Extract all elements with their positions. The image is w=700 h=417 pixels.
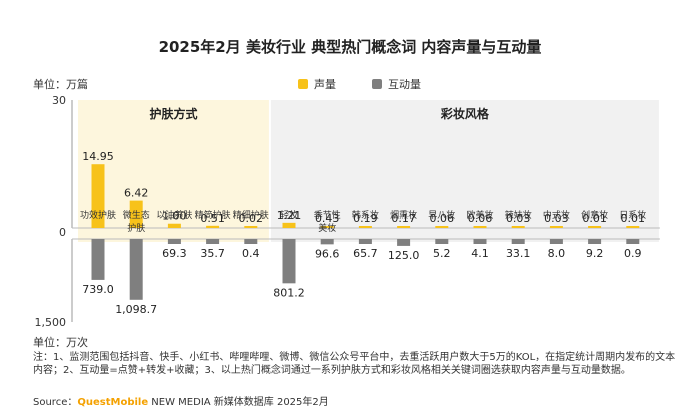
interaction-data-label: 69.3 [162,247,187,260]
interaction-data-label: 33.1 [506,247,531,260]
interaction-data-label: 739.0 [82,283,114,296]
interaction-data-label: 1,098.7 [115,303,157,316]
category-label: 欧美妆 [466,209,493,221]
volume-bar [129,200,143,228]
legend-item-interaction: 互动量 [372,76,421,92]
interaction-data-label: 35.7 [200,247,225,260]
volume-bar [626,226,640,228]
interaction-data-label: 96.6 [315,247,340,260]
volume-bar [320,226,334,228]
group-label: 护肤方式 [149,106,197,121]
interaction-bar [588,239,602,244]
category-label: 轻妆 [280,209,298,221]
legend-label-interaction: 互动量 [388,78,421,91]
volume-data-label: 0.01 [582,212,607,225]
legend-swatch-interaction [372,79,382,89]
volume-data-label: 0.03 [506,212,531,225]
volume-bar [91,164,105,228]
volume-bar [358,226,372,228]
category-label: 功效护肤 [80,209,116,221]
interaction-bar [320,239,334,245]
interaction-bar [91,239,105,280]
interaction-data-label: 125.0 [388,249,420,262]
chart-notes: 注：1、监测范围包括抖音、快手、小红书、哔哩哔哩、微博、微信公众号平台中，去重活… [33,352,676,376]
unit-bottom-label: 单位：万次 [33,336,88,349]
interaction-bar [626,239,640,244]
source-prefix: Source： [33,397,78,408]
legend-label-volume: 声量 [314,78,336,91]
volume-data-label: 0.02 [239,212,264,225]
interaction-bar [473,239,487,244]
category-label: 精简护肤 [195,209,231,221]
volume-bar [549,226,563,228]
group-panel-makeup [270,100,659,242]
group-panel-skincare [78,100,269,242]
y-tick-label: 1,500 [35,316,67,329]
interaction-bar [435,239,449,244]
volume-data-label: 0.06 [468,212,493,225]
volume-data-label: 0.01 [621,212,646,225]
legend-item-volume: 声量 [298,76,336,92]
volume-data-label: 1.21 [277,209,302,222]
volume-data-label: 1.00 [162,210,187,223]
interaction-bar [206,239,220,244]
interaction-data-label: 65.7 [353,247,378,260]
volume-bar [473,226,487,228]
volume-data-label: 14.95 [82,150,114,163]
volume-bar [206,225,220,228]
y-tick-label: 0 [59,226,66,239]
volume-data-label: 6.42 [124,187,149,200]
category-label: 烟熏妆 [390,209,417,221]
interaction-data-label: 0.9 [624,247,642,260]
volume-bar [244,226,258,228]
category-label: 精细护肤 [233,209,269,221]
interaction-data-label: 4.1 [471,247,489,260]
volume-bar [167,223,181,228]
volume-data-label: 0.03 [544,212,569,225]
volume-bar [397,226,411,228]
volume-bar [588,226,602,228]
volume-data-label: 0.43 [315,212,340,225]
volume-data-label: 0.51 [200,212,225,225]
category-label: 韩系妆 [352,209,379,221]
interaction-data-label: 8.0 [548,247,566,260]
source-suffix: NEW MEDIA 新媒体数据库 2025年2月 [148,397,329,408]
legend-swatch-volume [298,79,308,89]
interaction-bar [282,239,296,284]
volume-bar [511,226,525,228]
interaction-bar [129,239,143,300]
category-label: 创意妆 [581,209,608,221]
interaction-bar [549,239,563,244]
volume-bar [282,222,296,228]
unit-top-label: 单位：万篇 [33,78,88,91]
chart-source: Source：QuestMobile NEW MEDIA 新媒体数据库 2025… [33,393,329,408]
volume-data-label: 0.17 [391,212,416,225]
category-label: 季节性美妆 [314,209,341,234]
y-tick-label: 30 [52,94,66,107]
chart-title: 2025年2月 美妆行业 典型热门概念词 内容声量与互动量 [158,38,542,56]
interaction-data-label: 801.2 [273,286,305,299]
group-label: 彩妆风格 [440,106,490,121]
volume-data-label: 0.06 [430,212,455,225]
volume-bar [435,226,449,228]
interaction-data-label: 0.4 [242,247,260,260]
interaction-bar [397,239,411,246]
category-label: 日系妆 [619,209,646,221]
category-label: 辣妹妆 [505,209,532,221]
interaction-bar [244,239,258,244]
interaction-bar [167,239,181,244]
interaction-bar [358,239,372,244]
interaction-data-label: 5.2 [433,247,451,260]
category-label: 中式妆 [543,209,570,221]
category-label: 微生态护肤 [123,209,150,234]
source-brand: QuestMobile [77,397,149,408]
category-label: 以油养肤 [156,209,192,221]
interaction-bar [511,239,525,244]
category-label: 早八妆 [428,209,455,221]
volume-data-label: 0.19 [353,212,378,225]
interaction-data-label: 9.2 [586,247,604,260]
